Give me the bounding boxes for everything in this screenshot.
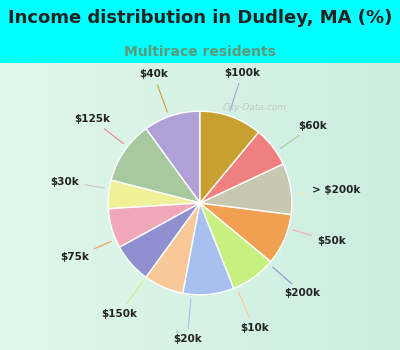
Wedge shape (111, 129, 200, 203)
Wedge shape (146, 111, 200, 203)
Wedge shape (108, 203, 200, 247)
Text: Income distribution in Dudley, MA (%): Income distribution in Dudley, MA (%) (8, 9, 392, 27)
Wedge shape (183, 203, 234, 295)
Text: $150k: $150k (102, 281, 143, 318)
Text: $20k: $20k (173, 299, 202, 344)
Text: $40k: $40k (139, 69, 168, 112)
Text: $75k: $75k (60, 241, 111, 262)
Text: $200k: $200k (273, 267, 320, 298)
Text: $60k: $60k (280, 121, 327, 148)
Text: City-Data.com: City-Data.com (222, 103, 286, 112)
Wedge shape (200, 203, 271, 288)
Wedge shape (200, 111, 258, 203)
Text: $10k: $10k (238, 292, 269, 334)
Wedge shape (200, 132, 283, 203)
Text: $125k: $125k (74, 114, 124, 144)
Text: $50k: $50k (293, 230, 346, 246)
Wedge shape (120, 203, 200, 277)
Text: $100k: $100k (224, 68, 260, 111)
Wedge shape (200, 164, 292, 215)
Wedge shape (108, 180, 200, 209)
Text: Multirace residents: Multirace residents (124, 45, 276, 59)
Text: $30k: $30k (51, 177, 104, 188)
Wedge shape (146, 203, 200, 293)
Wedge shape (200, 203, 291, 261)
Text: > $200k: > $200k (296, 185, 360, 195)
